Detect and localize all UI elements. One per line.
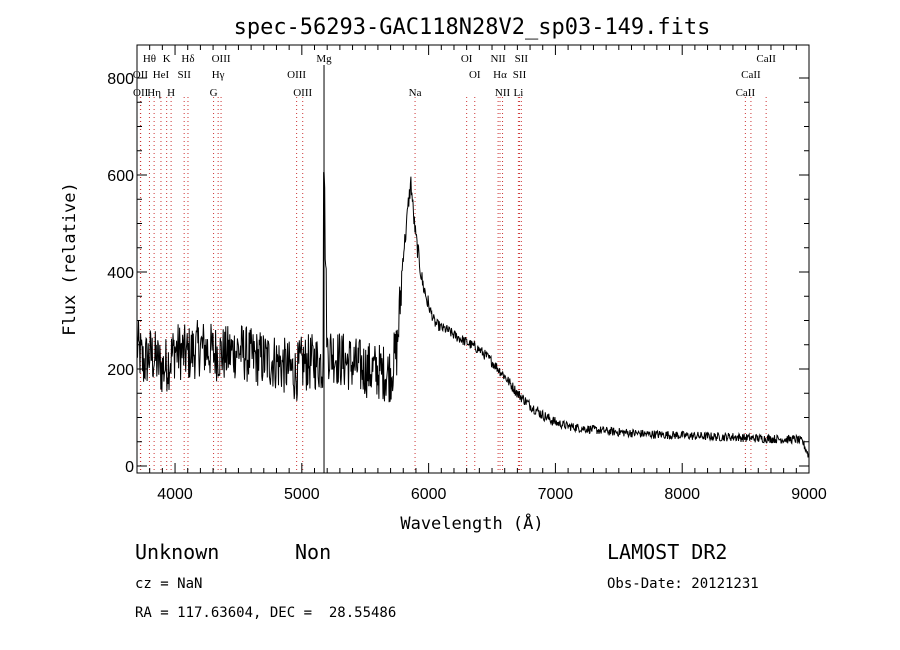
x-axis-label: Wavelength (Å) [400, 512, 543, 534]
spectral-line-label: NII [490, 53, 506, 65]
spectral-line-label: H [167, 87, 175, 99]
spectral-line-label: OI [469, 69, 481, 81]
x-tick-label: 9000 [791, 486, 827, 503]
spectral-line-label: K [163, 53, 171, 65]
x-tick-label: 8000 [664, 486, 700, 503]
spectral-line-label: SII [515, 53, 529, 65]
spectral-line-label: OII [133, 69, 149, 81]
redshift-readout: cz = NaN [135, 576, 203, 592]
y-tick-label: 200 [107, 362, 134, 379]
spectrum-line [136, 172, 810, 458]
x-tick-label: 6000 [411, 486, 447, 503]
plot-frame [136, 44, 810, 474]
x-tick-label: 7000 [538, 486, 574, 503]
chart-title: spec-56293-GAC118N28V2_sp03-149.fits [234, 15, 711, 40]
spectral-line-label: NII [495, 87, 511, 99]
spectral-line-label: Hη [147, 87, 161, 99]
spectral-line-label: CaII [756, 53, 776, 65]
spectral-class: Unknown [135, 540, 220, 564]
spectral-line-label: Na [409, 87, 422, 99]
spectral-line-label: Hγ [212, 69, 225, 81]
spectral-line-label: Hδ [181, 53, 194, 65]
spectral-line-label: G [210, 87, 218, 99]
x-tick-label: 4000 [157, 486, 193, 503]
y-axis-label: Flux (relative) [60, 182, 80, 336]
spectral-line-label: CaII [741, 69, 761, 81]
spectral-line-label: OIII [212, 53, 231, 65]
spectral-line-label: OIII [287, 69, 306, 81]
spectral-line-label: Mg [316, 53, 332, 65]
y-tick-label: 800 [107, 71, 134, 88]
spectral-line-label: Hα [493, 69, 507, 81]
y-tick-label: 600 [107, 168, 134, 185]
survey-name: LAMOST DR2 [607, 540, 728, 564]
y-tick-label: 0 [125, 459, 134, 476]
y-tick-label: 400 [107, 265, 134, 282]
spectral-line-label: Hθ [143, 53, 156, 65]
obs-date: Obs-Date: 20121231 [607, 576, 759, 592]
spectral-line-label: SII [513, 69, 527, 81]
x-tick-label: 5000 [284, 486, 320, 503]
spectral-subclass: Non [295, 540, 332, 564]
spectral-line-label: OI [461, 53, 473, 65]
spectral-line-label: HeI [153, 69, 170, 81]
spectral-line-label: SII [177, 69, 191, 81]
spectral-line-label: CaII [736, 87, 756, 99]
coordinates-readout: RA = 117.63604, DEC = 28.55486 [135, 605, 397, 621]
spectral-line-label: OIII [293, 87, 312, 99]
spectral-line-label: Li [514, 87, 524, 99]
